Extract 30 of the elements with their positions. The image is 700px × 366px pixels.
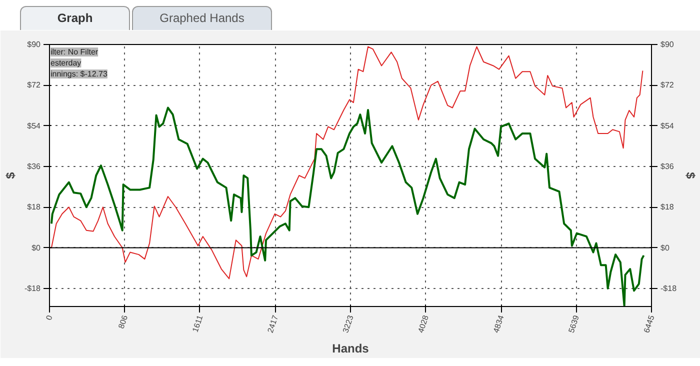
x-tick-label: 5639 [566, 314, 582, 334]
annotation: ilter: No Filter [50, 48, 98, 56]
x-tick-label: 3223 [341, 314, 356, 334]
x-tick-label: 0 [44, 314, 54, 322]
y-tick-label: -$18 [24, 284, 42, 293]
y2-tick-label: -$18 [660, 284, 678, 293]
y2-axis-title: $ [684, 172, 698, 180]
y2-tick-label: $72 [660, 80, 674, 90]
y-tick-label: $18 [27, 202, 42, 212]
x-tick-label: 806 [116, 314, 130, 330]
x-tick-label: 4834 [492, 314, 506, 334]
y-axis-title: $ [3, 172, 18, 179]
x-tick-label: 6445 [642, 314, 656, 334]
y-tick-label: $0 [32, 243, 42, 252]
annotation: esterday [50, 58, 82, 68]
text: Graph [20, 6, 130, 30]
annotation: innings: $-12.73 [50, 70, 108, 78]
y2-tick-label: $0 [660, 243, 670, 252]
x-tick-label: 1611 [190, 314, 205, 334]
y2-tick-label: $36 [660, 162, 674, 171]
y-tick-label: $36 [27, 162, 42, 171]
y2-tick-label: $90 [660, 40, 674, 49]
y-tick-label: $54 [27, 121, 42, 130]
x-axis-title: Hands [332, 341, 370, 356]
x-tick-label: 2417 [266, 314, 280, 334]
y-tick-label: $72 [27, 80, 42, 90]
y2-tick-label: $54 [660, 121, 674, 130]
y-tick-label: $90 [27, 40, 42, 49]
y2-tick-label: $18 [660, 202, 674, 212]
x-tick-label: 4028 [416, 314, 431, 334]
